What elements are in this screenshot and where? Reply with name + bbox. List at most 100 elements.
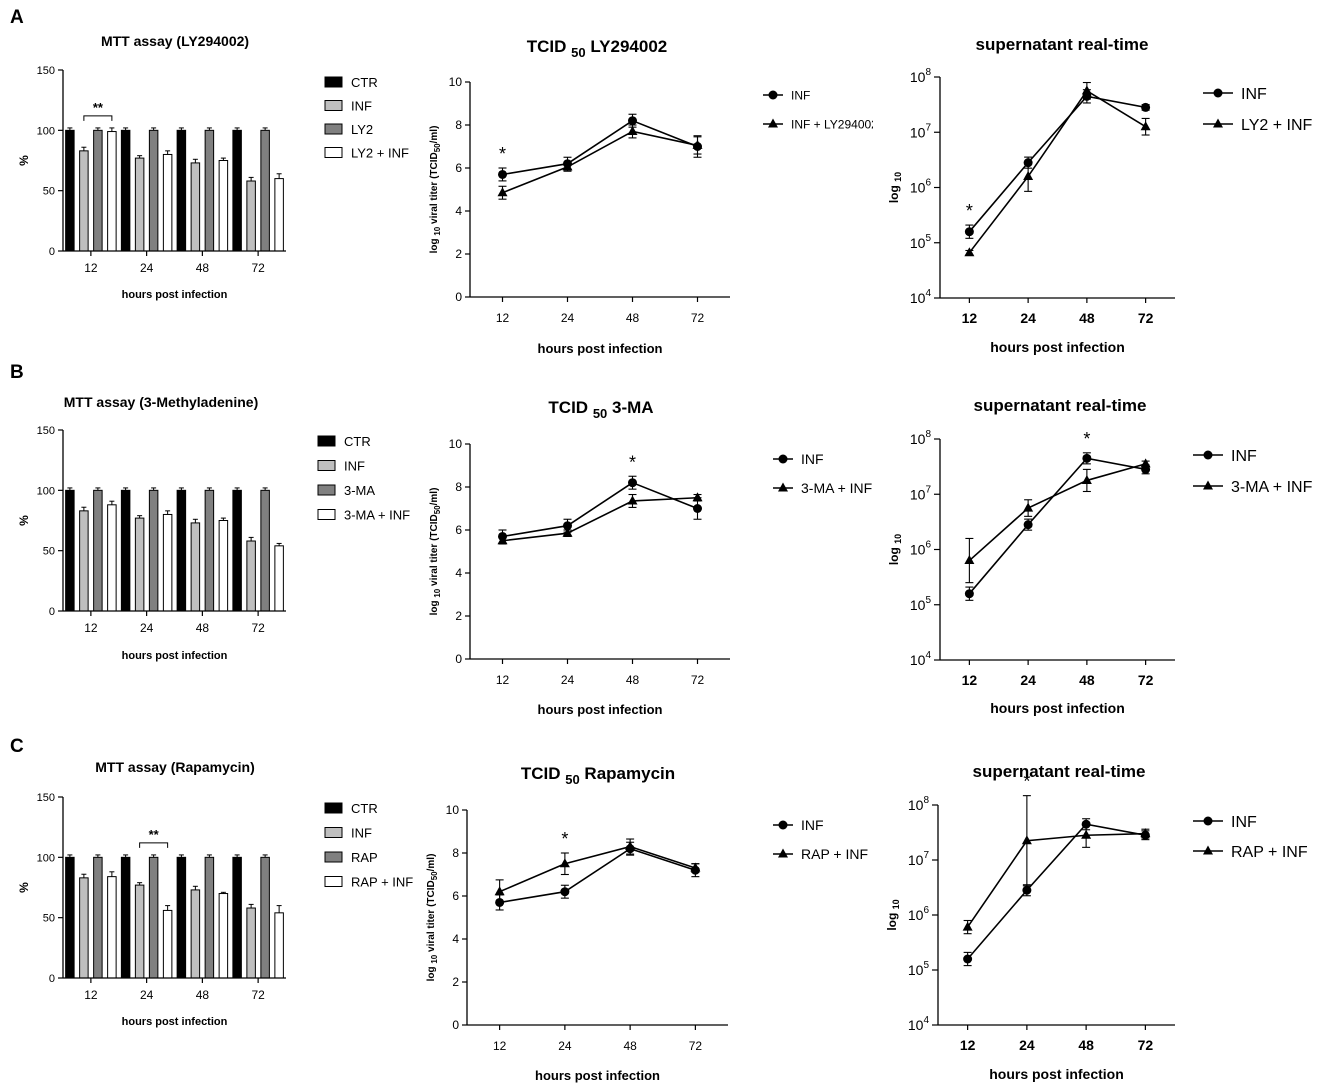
x-axis-title: hours post infection [990, 700, 1125, 716]
x-tick-label: 48 [196, 261, 210, 275]
bar [162, 909, 173, 979]
y-title-part: /ml) [426, 854, 437, 872]
y-tick-label: 107 [910, 484, 932, 502]
y-title-subscript: 50 [433, 143, 442, 152]
x-tick-label: 72 [1138, 1037, 1154, 1053]
bar [232, 856, 242, 979]
y-tick-base: 10 [908, 852, 924, 868]
bar [260, 489, 270, 612]
legend-item: CTR [324, 75, 378, 90]
bar [107, 876, 117, 979]
series-3 [93, 127, 270, 252]
legend-label: INF [801, 817, 824, 833]
data-point [562, 527, 573, 537]
x-tick-label: 48 [1079, 672, 1095, 688]
chart-B-mtt: MTT assay (3-Methyladenine) 0 50 100 150 12 24… [17, 394, 410, 662]
x-tick-label: 24 [558, 1039, 572, 1053]
title-subscript: 50 [565, 772, 579, 787]
data-point [627, 495, 638, 505]
y-tick-exponent: 4 [925, 650, 931, 661]
data-point [1082, 453, 1092, 463]
bar [107, 131, 117, 252]
title-part: TCID [521, 764, 565, 783]
y-title-part: /ml) [429, 126, 440, 144]
bar [148, 856, 159, 979]
series-line [502, 481, 698, 538]
significance-star: * [629, 452, 636, 472]
y-tick-exponent: 8 [923, 795, 929, 806]
series-1 [964, 452, 1151, 601]
data-point [1140, 828, 1151, 838]
y-tick-label: 104 [908, 1015, 930, 1033]
data-point [563, 521, 572, 531]
legend-label: INF + LY294002 [791, 117, 878, 131]
title-part: TCID [548, 398, 592, 417]
y-title-part: log [429, 598, 440, 616]
legend-label: RAP [351, 850, 378, 865]
x-axis-title: hours post infection [989, 1066, 1124, 1082]
data-point [964, 227, 974, 237]
chart-title: supernatant real-time [976, 35, 1149, 54]
y-tick-base: 10 [910, 542, 926, 558]
y-tick-label: 2 [455, 609, 462, 623]
y-tick-exponent: 5 [925, 595, 931, 606]
legend-item: INF [1203, 86, 1267, 103]
legend-marker [1213, 88, 1223, 98]
y-tick-label: 6 [455, 161, 462, 175]
y-tick-label: 50 [43, 546, 55, 558]
y-tick-label: 6 [452, 889, 459, 903]
bar [246, 907, 256, 979]
bar [232, 489, 242, 612]
significance-star: * [561, 829, 568, 849]
chart-C-mtt: MTT assay (Rapamycin) 0 50 100 150 12 24 48 72 ho… [17, 759, 413, 1028]
significance-stars: ** [93, 100, 104, 115]
legend-swatch [324, 876, 343, 887]
title-part: 3-MA [607, 398, 653, 417]
legend-label: LY2 + INF [351, 146, 409, 161]
y-tick-label: 10 [446, 803, 460, 817]
legend-label: INF [801, 451, 824, 467]
legend-item: INF [773, 451, 824, 467]
x-tick-label: 12 [84, 988, 98, 1002]
y-title-subscript: 10 [891, 899, 901, 909]
legend-label: RAP + INF [351, 875, 413, 890]
bar [79, 510, 89, 612]
bar [65, 129, 75, 252]
y-tick-label: 0 [49, 606, 55, 618]
legend-item: INF + LY294002 [763, 117, 878, 131]
x-tick-label: 72 [691, 311, 705, 325]
series-line [967, 823, 1146, 960]
panel-label-c: C [10, 736, 24, 757]
x-tick-label: 12 [84, 621, 98, 635]
legend-label: INF [1231, 448, 1257, 465]
y-tick-label: 108 [910, 429, 932, 447]
y-tick-base: 10 [910, 652, 926, 668]
y-tick-label: 100 [37, 852, 55, 864]
legend-marker [1203, 450, 1213, 460]
y-title-part: /ml) [429, 488, 440, 506]
bar [93, 856, 103, 979]
legend-item: CTR [324, 801, 378, 816]
legend-item: RAP + INF [1193, 844, 1308, 861]
y-title-part: viral titer (TCID [426, 880, 437, 954]
y-tick-base: 10 [910, 431, 926, 447]
y-tick-label: 6 [455, 523, 462, 537]
legend-item: 3-MA + INF [773, 480, 872, 496]
legend-marker [778, 820, 788, 830]
bar [134, 884, 145, 979]
data-point [964, 555, 975, 565]
bar [93, 489, 103, 612]
x-tick-label: 12 [496, 673, 510, 687]
y-tick-label: 4 [455, 204, 462, 218]
bar [162, 153, 173, 252]
x-axis-title: hours post infection [990, 339, 1125, 355]
y-axis-title: log 10 [885, 899, 901, 930]
series-line [502, 119, 698, 176]
legend-swatch [324, 147, 343, 158]
series-line [968, 89, 1147, 254]
legend-label: INF [1231, 814, 1257, 831]
legend-item: RAP [324, 850, 378, 865]
x-tick-label: 12 [962, 310, 978, 326]
data-point [1023, 520, 1033, 530]
bar [190, 522, 201, 612]
